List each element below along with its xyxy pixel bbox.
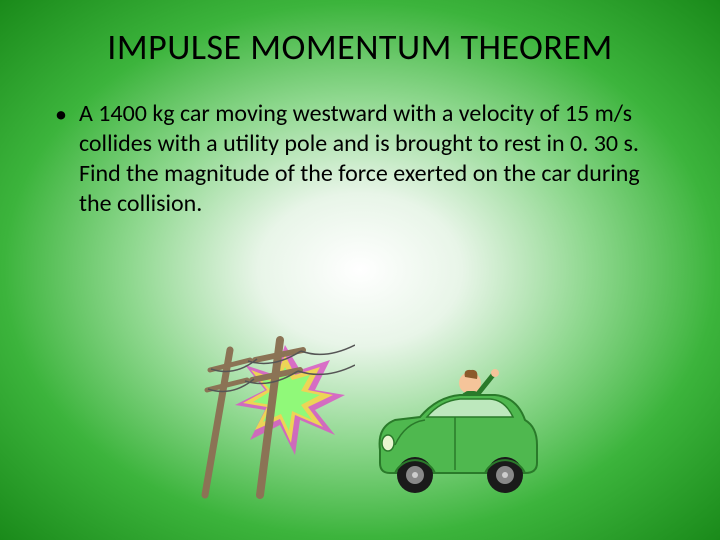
slide-container: IMPULSE MOMENTUM THEOREM • A 1400 kg car… — [0, 0, 720, 540]
slide-title: IMPULSE MOMENTUM THEOREM — [45, 25, 675, 69]
bullet-marker: • — [55, 99, 67, 130]
problem-text: A 1400 kg car moving westward with a vel… — [79, 99, 665, 219]
car-icon — [365, 365, 545, 505]
illustration-group — [175, 325, 545, 505]
bullet-item: • A 1400 kg car moving westward with a v… — [45, 99, 675, 219]
utility-pole-icon — [175, 325, 355, 505]
